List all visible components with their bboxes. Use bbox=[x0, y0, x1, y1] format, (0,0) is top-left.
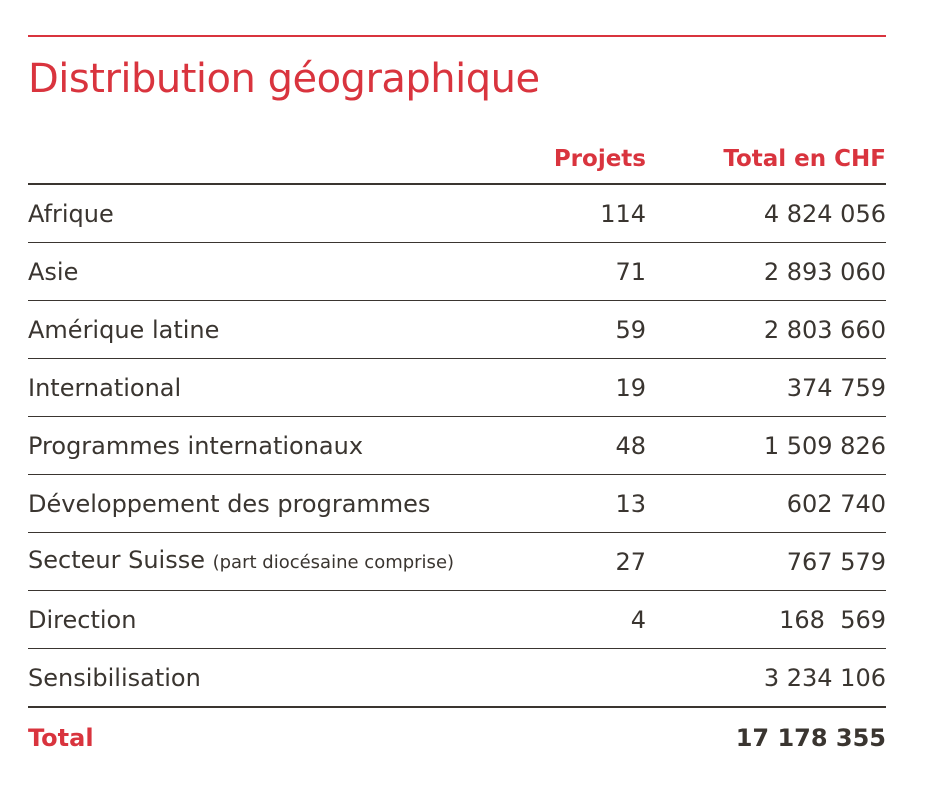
total-cell: 3 234 106 bbox=[646, 648, 886, 708]
total-cell: 767 579 bbox=[646, 532, 886, 591]
total-cell: 602 740 bbox=[646, 474, 886, 533]
projets-cell bbox=[526, 648, 646, 708]
region-label: Développement des programmes bbox=[28, 489, 431, 518]
region-note: (part diocésaine comprise) bbox=[212, 552, 455, 573]
distribution-page: Distribution géographique Projets Total … bbox=[28, 35, 886, 768]
region-cell: Développement des programmes bbox=[28, 474, 526, 533]
top-divider bbox=[28, 35, 886, 37]
total-cell: 2 893 060 bbox=[646, 242, 886, 301]
projets-cell: 71 bbox=[526, 242, 646, 301]
table-row: Sensibilisation 3 234 106 bbox=[28, 648, 886, 708]
region-label: Asie bbox=[28, 257, 79, 286]
table-row: Développement des programmes 13 602 740 bbox=[28, 474, 886, 533]
region-label: Direction bbox=[28, 605, 137, 634]
table-row: Secteur Suisse (part diocésaine comprise… bbox=[28, 532, 886, 591]
region-label: International bbox=[28, 373, 182, 402]
region-cell: Direction bbox=[28, 590, 526, 649]
region-cell: Sensibilisation bbox=[28, 648, 526, 708]
region-cell: Afrique bbox=[28, 184, 526, 243]
total-cell: 2 803 660 bbox=[646, 300, 886, 359]
table-row: International 19 374 759 bbox=[28, 358, 886, 417]
region-label: Secteur Suisse bbox=[28, 546, 205, 574]
header-total: Total en CHF bbox=[646, 145, 886, 185]
table-row: Direction 4 168 569 bbox=[28, 590, 886, 649]
projets-cell: 27 bbox=[526, 532, 646, 591]
projets-cell: 48 bbox=[526, 416, 646, 475]
region-label: Sensibilisation bbox=[28, 663, 201, 692]
projets-cell: 13 bbox=[526, 474, 646, 533]
region-cell: Asie bbox=[28, 242, 526, 301]
total-amount: 17 178 355 bbox=[735, 724, 886, 752]
region-cell: Secteur Suisse (part diocésaine comprise… bbox=[28, 532, 526, 591]
distribution-table: Projets Total en CHF Afrique 114 4 824 0… bbox=[28, 145, 886, 768]
region-cell: Programmes internationaux bbox=[28, 416, 526, 475]
total-cell: 374 759 bbox=[646, 358, 886, 417]
region-label: Amérique latine bbox=[28, 315, 220, 344]
total-cell: 1 509 826 bbox=[646, 416, 886, 475]
total-cell: 4 824 056 bbox=[646, 184, 886, 243]
total-projets bbox=[526, 707, 646, 768]
projets-cell: 4 bbox=[526, 590, 646, 649]
page-title: Distribution géographique bbox=[28, 56, 540, 102]
projets-cell: 59 bbox=[526, 300, 646, 359]
table-row: Afrique 114 4 824 056 bbox=[28, 184, 886, 243]
region-label: Programmes internationaux bbox=[28, 431, 364, 460]
projets-cell: 114 bbox=[526, 184, 646, 243]
table-row: Asie 71 2 893 060 bbox=[28, 242, 886, 301]
table-total-row: Total 17 178 355 bbox=[28, 707, 886, 768]
table-row: Programmes internationaux 48 1 509 826 bbox=[28, 416, 886, 475]
region-label: Afrique bbox=[28, 199, 114, 228]
total-label: Total bbox=[28, 724, 94, 752]
header-projets: Projets bbox=[526, 145, 646, 185]
header-region bbox=[28, 145, 526, 185]
total-cell: 168 569 bbox=[646, 590, 886, 649]
table-row: Amérique latine 59 2 803 660 bbox=[28, 300, 886, 359]
region-cell: International bbox=[28, 358, 526, 417]
table-header-row: Projets Total en CHF bbox=[28, 145, 886, 185]
region-cell: Amérique latine bbox=[28, 300, 526, 359]
projets-cell: 19 bbox=[526, 358, 646, 417]
